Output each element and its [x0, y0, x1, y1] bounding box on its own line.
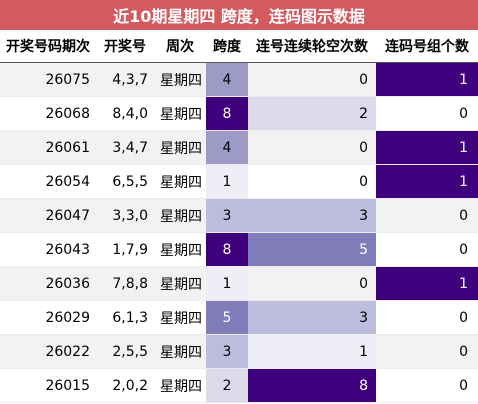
cell-weekday: 星期四	[154, 300, 206, 335]
cell-span: 4	[206, 62, 248, 97]
cell-numbers: 2,0,2	[96, 368, 154, 403]
page-title: 近10期星期四 跨度，连码图示数据	[0, 0, 478, 30]
cell-group-count: 0	[376, 334, 478, 369]
cell-span: 8	[206, 96, 248, 131]
table-row: 26036 7,8,8 星期四 1 0 1	[0, 266, 478, 301]
cell-period: 26061	[0, 130, 96, 165]
cell-weekday: 星期四	[154, 266, 206, 301]
cell-gap-count: 0	[248, 266, 376, 301]
table-header-row: 开奖号码期次 开奖号 周次 跨度 连号连续轮空次数 连码号组个数	[0, 30, 478, 63]
cell-period: 26029	[0, 300, 96, 335]
cell-span: 8	[206, 232, 248, 267]
cell-period: 26054	[0, 164, 96, 199]
cell-gap-count: 0	[248, 130, 376, 165]
cell-span: 2	[206, 368, 248, 403]
cell-span: 5	[206, 300, 248, 335]
cell-group-count: 0	[376, 198, 478, 233]
column-header-weekday: 周次	[154, 30, 206, 63]
column-header-group-count: 连码号组个数	[376, 30, 478, 63]
cell-group-count: 1	[376, 164, 478, 199]
cell-gap-count: 0	[248, 62, 376, 97]
cell-gap-count: 5	[248, 232, 376, 267]
cell-numbers: 4,3,7	[96, 62, 154, 97]
cell-numbers: 2,5,5	[96, 334, 154, 369]
cell-gap-count: 0	[248, 164, 376, 199]
cell-group-count: 0	[376, 232, 478, 267]
table-row: 26075 4,3,7 星期四 4 0 1	[0, 62, 478, 97]
cell-numbers: 8,4,0	[96, 96, 154, 131]
table-row: 26043 1,7,9 星期四 8 5 0	[0, 232, 478, 267]
table-row: 26068 8,4,0 星期四 8 2 0	[0, 96, 478, 131]
cell-span: 1	[206, 164, 248, 199]
cell-period: 26075	[0, 62, 96, 97]
cell-weekday: 星期四	[154, 334, 206, 369]
table-row: 26061 3,4,7 星期四 4 0 1	[0, 130, 478, 165]
cell-span: 1	[206, 266, 248, 301]
cell-weekday: 星期四	[154, 164, 206, 199]
cell-group-count: 1	[376, 62, 478, 97]
cell-period: 26022	[0, 334, 96, 369]
cell-group-count: 1	[376, 266, 478, 301]
cell-gap-count: 8	[248, 368, 376, 403]
cell-span: 3	[206, 334, 248, 369]
cell-numbers: 3,4,7	[96, 130, 154, 165]
cell-numbers: 6,5,5	[96, 164, 154, 199]
column-header-span: 跨度	[206, 30, 248, 63]
column-header-period: 开奖号码期次	[0, 30, 96, 63]
column-header-numbers: 开奖号	[96, 30, 154, 63]
column-header-gap-count: 连号连续轮空次数	[248, 30, 376, 63]
cell-gap-count: 3	[248, 198, 376, 233]
cell-group-count: 0	[376, 368, 478, 403]
cell-gap-count: 3	[248, 300, 376, 335]
cell-weekday: 星期四	[154, 62, 206, 97]
cell-weekday: 星期四	[154, 130, 206, 165]
table-row: 26015 2,0,2 星期四 2 8 0	[0, 368, 478, 403]
cell-group-count: 0	[376, 96, 478, 131]
cell-span: 3	[206, 198, 248, 233]
cell-period: 26068	[0, 96, 96, 131]
table-row: 26022 2,5,5 星期四 3 1 0	[0, 334, 478, 369]
cell-span: 4	[206, 130, 248, 165]
table-body: 26075 4,3,7 星期四 4 0 1 26068 8,4,0 星期四 8 2 0 26061 3,4…	[0, 62, 478, 403]
cell-weekday: 星期四	[154, 198, 206, 233]
cell-period: 26015	[0, 368, 96, 403]
cell-period: 26047	[0, 198, 96, 233]
cell-numbers: 6,1,3	[96, 300, 154, 335]
cell-numbers: 3,3,0	[96, 198, 154, 233]
cell-numbers: 1,7,9	[96, 232, 154, 267]
cell-gap-count: 1	[248, 334, 376, 369]
cell-gap-count: 2	[248, 96, 376, 131]
cell-numbers: 7,8,8	[96, 266, 154, 301]
data-table: 开奖号码期次 开奖号 周次 跨度 连号连续轮空次数 连码号组个数 26075 4,…	[0, 30, 478, 403]
cell-period: 26043	[0, 232, 96, 267]
table-row: 26054 6,5,5 星期四 1 0 1	[0, 164, 478, 199]
cell-group-count: 1	[376, 130, 478, 165]
table-row: 26047 3,3,0 星期四 3 3 0	[0, 198, 478, 233]
cell-weekday: 星期四	[154, 232, 206, 267]
table-row: 26029 6,1,3 星期四 5 3 0	[0, 300, 478, 335]
cell-group-count: 0	[376, 300, 478, 335]
cell-weekday: 星期四	[154, 96, 206, 131]
cell-period: 26036	[0, 266, 96, 301]
cell-weekday: 星期四	[154, 368, 206, 403]
